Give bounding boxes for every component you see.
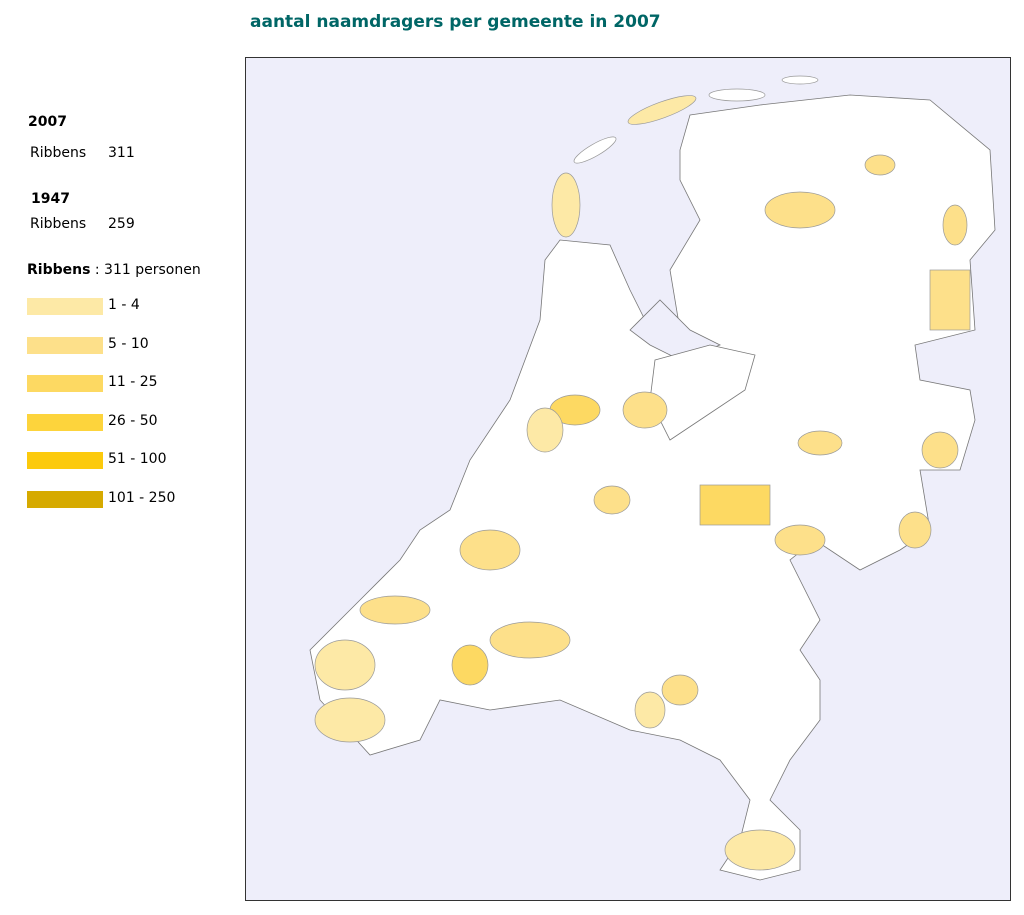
legend-label: 101 - 250 [108, 489, 176, 506]
legend-swatch [27, 413, 103, 431]
year: 1947 [31, 191, 70, 207]
title: aantal naamdragers per gemeente in 2007 [250, 12, 661, 32]
legend-title: Ribbens : 311 personen [27, 262, 201, 278]
legend-swatch [27, 490, 103, 508]
legend-swatch [27, 375, 103, 392]
legend-label: 11 - 25 [108, 374, 158, 390]
regions [314, 154, 971, 871]
summary-row: Ribbens 259 [30, 216, 135, 232]
legend-swatch [27, 298, 103, 315]
legend-label: 1 - 4 [108, 297, 140, 313]
summary-row: Ribbens 311 [30, 145, 135, 161]
legend-swatch [27, 336, 103, 354]
islands [551, 75, 819, 238]
name: Ribbens [30, 216, 87, 232]
name: Ribbens [30, 145, 87, 161]
land [309, 94, 996, 881]
legend-label: 5 - 10 [108, 335, 149, 352]
legend-total: : 311 personen [94, 262, 201, 278]
legend-label: 51 - 100 [108, 451, 167, 467]
legend-label: 26 - 50 [108, 412, 158, 429]
legend-swatch [27, 452, 103, 469]
count: 259 [108, 216, 135, 232]
year: 2007 [28, 114, 67, 130]
count: 311 [108, 145, 135, 161]
map [245, 57, 1011, 901]
legend-name: Ribbens [27, 262, 91, 278]
